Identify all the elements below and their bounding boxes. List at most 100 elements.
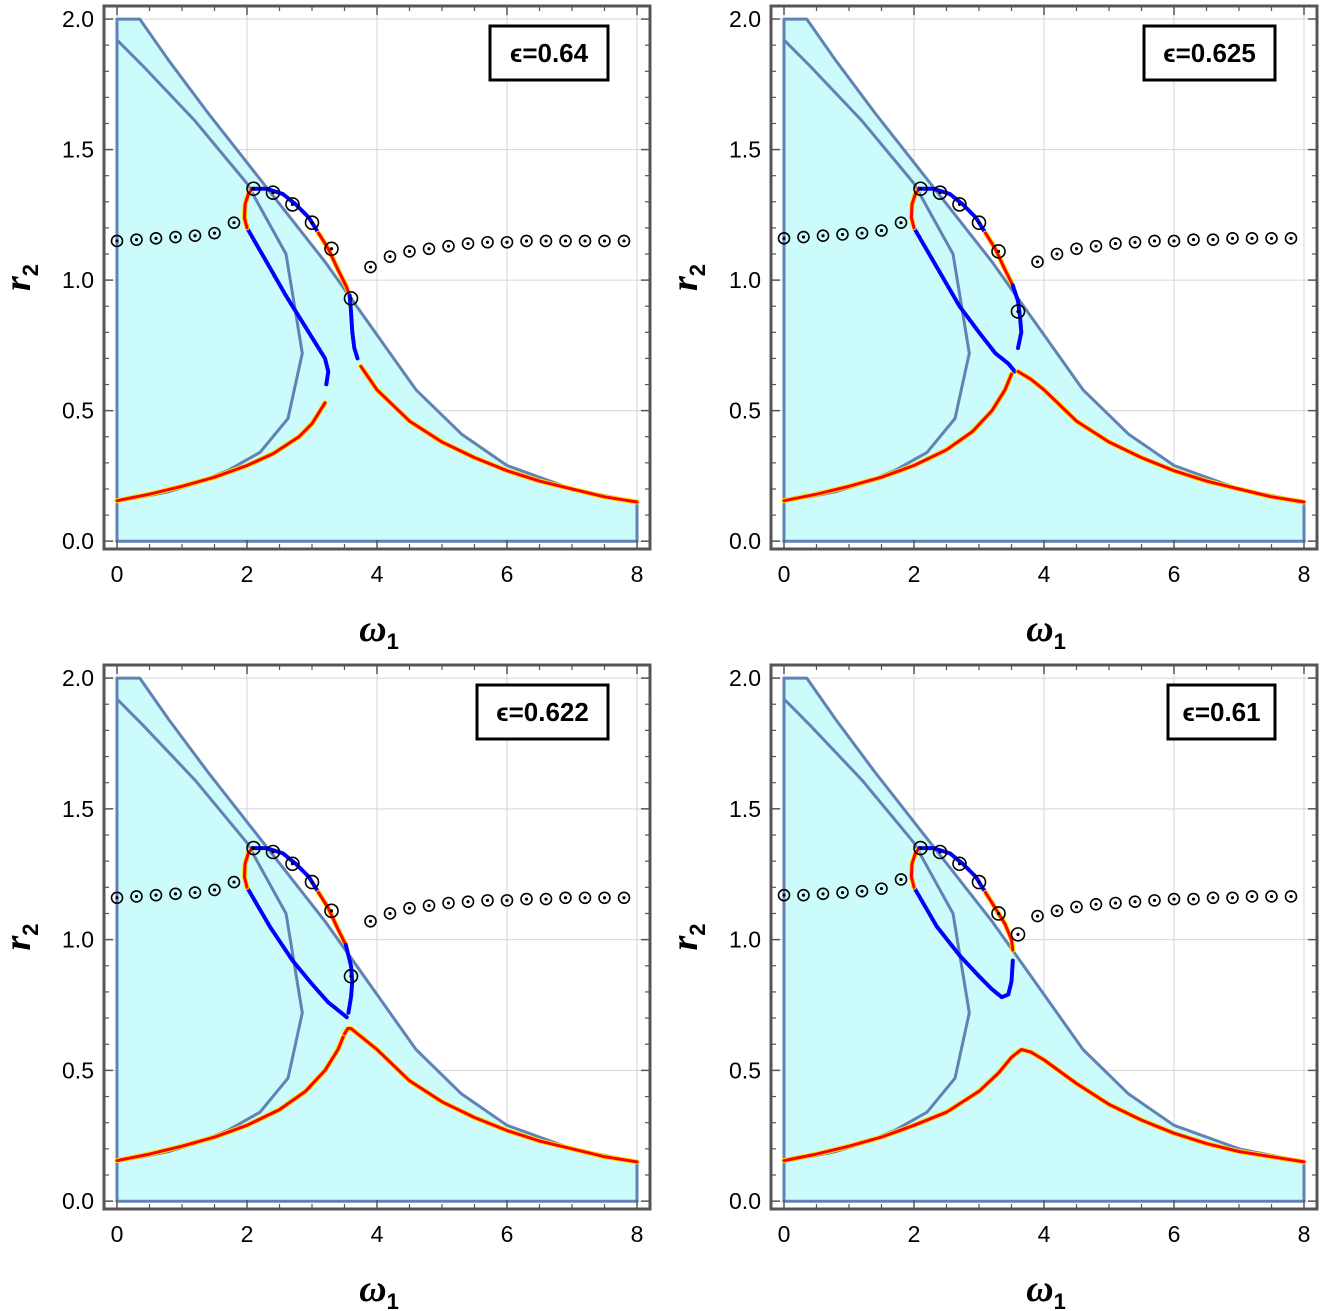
markers-right-point — [1206, 891, 1220, 905]
markers-right-point — [520, 234, 533, 248]
markers-right-point — [500, 235, 514, 249]
markers-right-point — [598, 234, 611, 248]
markers-branch-point — [1010, 927, 1026, 942]
markers-right-point — [1265, 232, 1278, 245]
markers-right-point — [1245, 890, 1259, 903]
markers-left-point — [169, 230, 182, 244]
markers-right-point — [383, 907, 397, 920]
markers-right-point — [1265, 890, 1278, 903]
stable-lower — [115, 401, 327, 503]
markers-branch-point — [324, 903, 339, 919]
markers-branch-point — [343, 291, 359, 306]
unstable-upper — [347, 293, 360, 361]
x-tick-label: 4 — [371, 561, 384, 587]
markers-right-point — [1226, 891, 1239, 905]
stable-lower — [115, 1032, 346, 1163]
markers-right-point — [481, 235, 494, 249]
y-tick-label: 0.5 — [62, 398, 94, 424]
markers-branch-point — [991, 906, 1006, 921]
markers-right-point — [364, 915, 377, 928]
x-axis-label: ω1 — [359, 1268, 399, 1311]
x-tick-label: 2 — [241, 561, 254, 587]
x-tick-label: 0 — [111, 1221, 124, 1247]
y-tick-label: 0.0 — [62, 1188, 94, 1214]
markers-right-point — [559, 234, 572, 248]
markers-right-point — [539, 892, 553, 906]
markers-branch-point — [913, 181, 928, 197]
x-tick-label: 8 — [1298, 561, 1311, 587]
legend-label: ϵ=0.622 — [496, 697, 589, 727]
x-tick-label: 2 — [908, 561, 921, 587]
markers-branch-point — [285, 856, 300, 872]
x-axis-label-subscript: 1 — [387, 629, 399, 654]
markers-branch-point — [246, 840, 261, 856]
x-tick-label: 2 — [908, 1221, 921, 1247]
y-axis-label: r2 — [0, 264, 43, 291]
panel-4: 0 2 4 6 8 0.0 0.5 1.0 1.5 2.0 ω1 r2 ϵ=0.61 — [664, 663, 1319, 1311]
markers-right-point — [1089, 239, 1103, 253]
stable-upper — [317, 891, 348, 947]
markers-right-point — [1284, 890, 1298, 903]
x-tick-label: 6 — [501, 1221, 514, 1247]
markers-branch-point — [265, 185, 281, 200]
y-tick-label: 1.0 — [62, 927, 94, 953]
markers-left-point — [188, 886, 202, 899]
x-tick-label: 6 — [501, 561, 514, 587]
markers-left-point — [797, 888, 810, 902]
markers-right-point — [461, 895, 475, 908]
markers-branch-point — [285, 197, 300, 212]
markers-right-point — [403, 245, 416, 258]
markers-right-point — [1206, 233, 1220, 246]
markers-left-point — [130, 233, 143, 246]
y-tick-label: 1.5 — [62, 796, 94, 822]
unstable-middle — [912, 225, 1017, 374]
stable-left-turn — [909, 846, 921, 889]
y-tick-label: 1.0 — [729, 267, 761, 293]
markers-right-point — [422, 899, 436, 912]
y-axis-label-subscript: 2 — [18, 923, 43, 935]
unstable-middle — [245, 225, 331, 387]
markers-right-point — [1128, 895, 1142, 908]
markers-right-point — [481, 894, 494, 907]
epsilon-legend: ϵ=0.625 — [1142, 24, 1277, 82]
markers-branch-point — [246, 181, 261, 197]
markers-right-point — [1070, 900, 1083, 914]
legend-box — [1142, 24, 1277, 82]
markers-left-point — [894, 216, 908, 229]
markers-right-point — [1284, 232, 1298, 245]
markers-right-point — [520, 892, 533, 906]
markers-right-point — [1031, 909, 1044, 923]
y-axis-label-subscript: 2 — [18, 264, 43, 276]
markers-right-point — [539, 234, 553, 248]
legend-box — [475, 683, 610, 741]
markers-left-point — [836, 228, 849, 241]
x-tick-label: 8 — [1298, 1221, 1311, 1247]
unstable-upper — [1010, 283, 1024, 350]
y-tick-label: 0.5 — [729, 398, 761, 424]
unstable-middle — [245, 885, 350, 1021]
y-tick-label: 1.5 — [62, 137, 94, 163]
stable-upper — [317, 231, 352, 298]
markers-right-point — [1031, 255, 1044, 269]
epsilon-legend: ϵ=0.61 — [1166, 683, 1277, 741]
markers-left-point — [855, 884, 869, 898]
markers-left-point — [836, 886, 849, 899]
markers-right-point — [1167, 234, 1181, 248]
x-axis-label-subscript: 1 — [387, 1289, 399, 1311]
markers-branch-point — [952, 197, 967, 212]
markers-left-point — [208, 883, 221, 897]
legend-label: ϵ=0.625 — [1163, 38, 1256, 68]
markers-right-point — [1109, 896, 1122, 910]
panel-3: 0 2 4 6 8 0.0 0.5 1.0 1.5 2.0 ω1 r2 ϵ=0.622 — [0, 663, 652, 1311]
y-tick-label: 2.0 — [729, 665, 761, 691]
markers-right-point — [1050, 247, 1064, 261]
markers-left-point — [855, 226, 869, 240]
markers-right-point — [578, 234, 592, 248]
x-tick-label: 0 — [111, 561, 124, 587]
markers-left-point — [227, 216, 241, 229]
markers-right-point — [1148, 894, 1161, 907]
markers-branch-point — [304, 874, 320, 890]
x-axis-label: ω1 — [1026, 608, 1066, 654]
x-tick-label: 4 — [1038, 1221, 1051, 1247]
markers-left-point — [797, 230, 810, 244]
